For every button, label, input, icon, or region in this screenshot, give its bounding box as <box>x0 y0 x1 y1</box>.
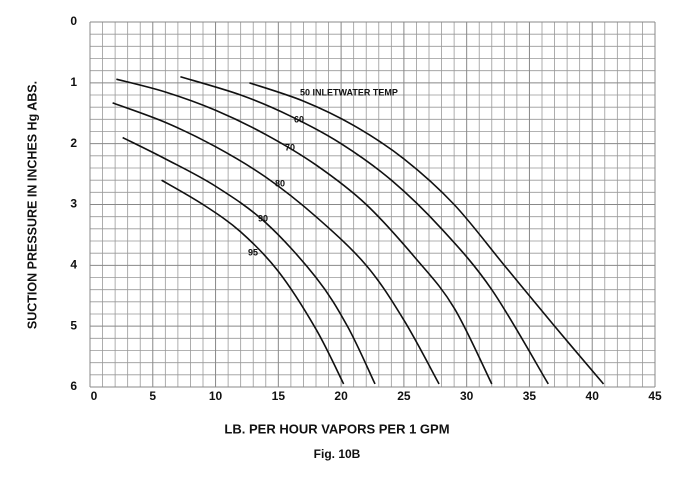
y-tick-label: 4 <box>70 258 77 272</box>
x-axis-label: LB. PER HOUR VAPORS PER 1 GPM <box>224 421 449 436</box>
series-label: 50 INLETWATER TEMP <box>300 87 398 97</box>
series-line <box>112 102 440 385</box>
x-tick-label: 0 <box>91 389 98 403</box>
x-tick-label: 10 <box>209 389 223 403</box>
series-line <box>161 179 345 385</box>
x-tick-label: 25 <box>397 389 411 403</box>
series-label: 95 <box>248 247 258 257</box>
x-tick-label: 40 <box>586 389 600 403</box>
series-label: 70 <box>285 142 295 152</box>
y-tick-label: 2 <box>70 136 77 150</box>
x-tick-label: 20 <box>334 389 348 403</box>
x-tick-label: 30 <box>460 389 474 403</box>
x-tick-label: 5 <box>149 389 156 403</box>
series-line <box>116 78 493 385</box>
x-tick-label: 15 <box>272 389 286 403</box>
y-tick-label: 1 <box>70 75 77 89</box>
series-line <box>180 75 549 385</box>
x-tick-label: 45 <box>648 389 662 403</box>
y-tick-label: 0 <box>70 14 77 28</box>
y-tick-label: 5 <box>70 318 77 332</box>
y-tick-label: 6 <box>70 379 77 393</box>
y-axis-label: SUCTION PRESSURE IN INCHES Hg ABS. <box>25 81 39 329</box>
caption: Fig. 10B <box>314 447 361 461</box>
y-tick-label: 3 <box>70 197 77 211</box>
series-line <box>122 136 376 385</box>
series-line <box>249 82 605 385</box>
x-tick-label: 35 <box>523 389 537 403</box>
series-label: 60 <box>294 114 304 124</box>
series-label: 90 <box>258 213 268 223</box>
series-label: 80 <box>275 178 285 188</box>
